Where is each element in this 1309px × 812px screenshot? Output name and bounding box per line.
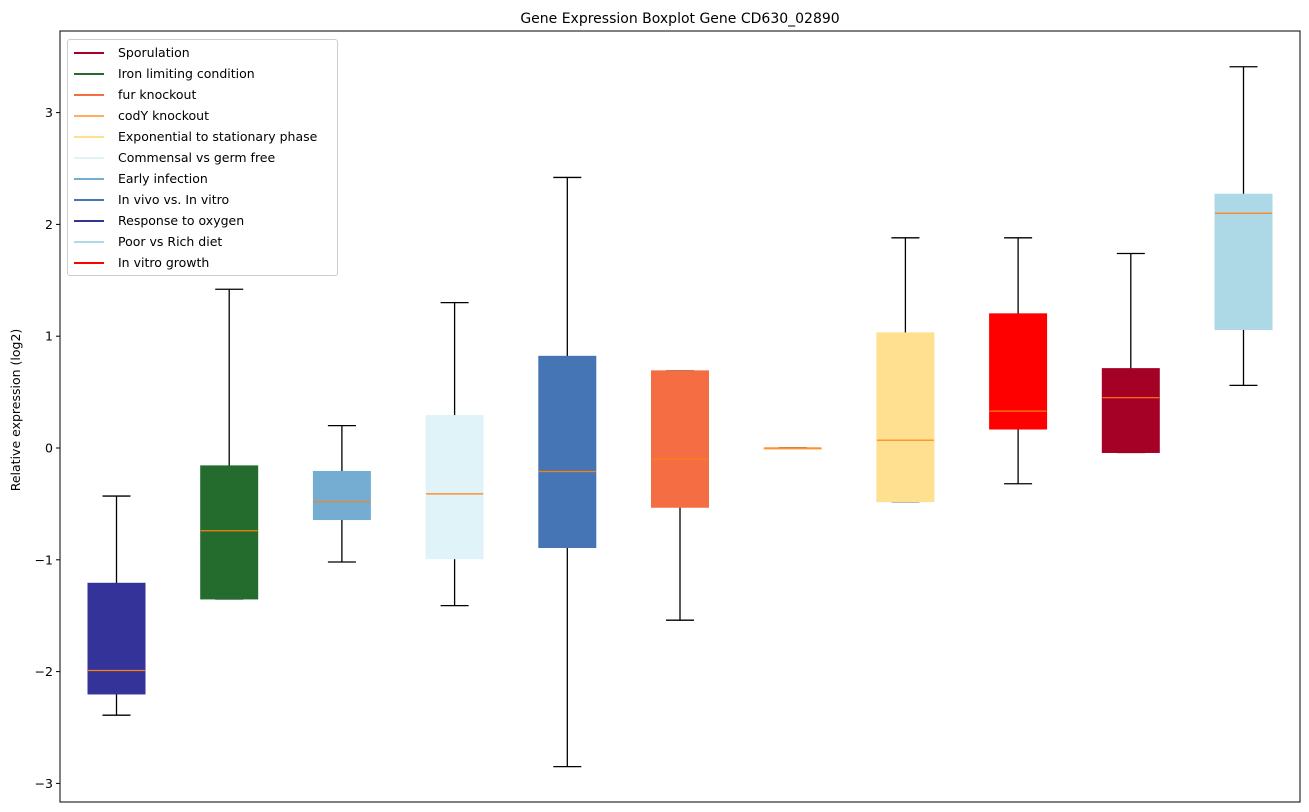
legend-label: Response to oxygen (118, 213, 245, 228)
legend-label: Early infection (118, 171, 208, 186)
legend-item: Poor vs Rich diet (68, 231, 337, 252)
legend-label: Iron limiting condition (118, 66, 255, 81)
box-iqr (651, 370, 709, 508)
legend-label: Commensal vs germ free (118, 150, 276, 165)
legend-label: Sporulation (118, 45, 190, 60)
legend-item: fur knockout (68, 84, 337, 105)
box-exponential-to-stationary-phase (876, 237, 935, 503)
legend-item: Commensal vs germ free (68, 147, 337, 168)
box-in-vitro-growth (989, 237, 1048, 485)
box-commensal-vs-germ-free (425, 302, 484, 607)
legend-line-swatch (74, 114, 104, 117)
legend-label: In vivo vs. In vitro (118, 192, 230, 207)
legend-item: Iron limiting condition (68, 63, 337, 84)
box-iqr (1101, 368, 1160, 453)
legend-line-swatch (74, 240, 104, 243)
box-iqr (876, 332, 935, 503)
legend-line-swatch (74, 198, 104, 201)
legend-item: In vitro growth (68, 252, 337, 273)
box-cody-knockout (763, 447, 822, 450)
legend-item: Response to oxygen (68, 210, 337, 231)
legend-item: In vivo vs. In vitro (68, 189, 337, 210)
y-tick-label: 0 (45, 441, 53, 456)
legend-item: codY knockout (68, 105, 337, 126)
box-response-to-oxygen (87, 495, 146, 716)
box-iqr (87, 582, 146, 695)
legend-label: Poor vs Rich diet (118, 234, 223, 249)
box-iqr (425, 415, 484, 560)
y-tick-label: 2 (45, 217, 53, 232)
box-fur-knockout (651, 370, 709, 621)
y-tick-label: −3 (35, 776, 53, 791)
y-tick-label: 3 (45, 105, 53, 120)
legend-label: fur knockout (118, 87, 197, 102)
legend: Sporulation Iron limiting condition fur kn… (67, 39, 338, 276)
legend-item: Early infection (68, 168, 337, 189)
y-tick-label: −2 (35, 664, 53, 679)
legend-line-swatch (74, 261, 104, 264)
legend-line-swatch (74, 51, 104, 54)
box-sporulation (1101, 252, 1160, 454)
legend-item: Sporulation (68, 42, 337, 63)
legend-line-swatch (74, 93, 104, 96)
y-tick-label: −1 (35, 552, 53, 567)
legend-label: Exponential to stationary phase (118, 129, 318, 144)
legend-line-swatch (74, 177, 104, 180)
legend-line-swatch (74, 219, 104, 222)
legend-line-swatch (74, 72, 104, 75)
box-iqr (538, 355, 597, 549)
box-poor-vs-rich-diet (1214, 66, 1273, 387)
plot-frame (59, 30, 1301, 803)
box-iqr (1214, 193, 1273, 330)
box-iqr (200, 465, 259, 600)
box-iqr (989, 313, 1048, 430)
box-iqr (312, 470, 371, 521)
box-in-vivo-vs-in-vitro (538, 176, 597, 768)
box-iron-limiting-condition (200, 288, 259, 600)
legend-label: codY knockout (118, 108, 210, 123)
legend-label: In vitro growth (118, 255, 210, 270)
box-early-infection (312, 424, 371, 563)
chart-title: Gene Expression Boxplot Gene CD630_02890 (520, 11, 839, 27)
y-tick-label: 1 (45, 329, 53, 344)
y-axis-label: Relative expression (log2) (8, 329, 23, 492)
legend-line-swatch (74, 135, 104, 138)
legend-item: Exponential to stationary phase (68, 126, 337, 147)
legend-line-swatch (74, 156, 104, 159)
